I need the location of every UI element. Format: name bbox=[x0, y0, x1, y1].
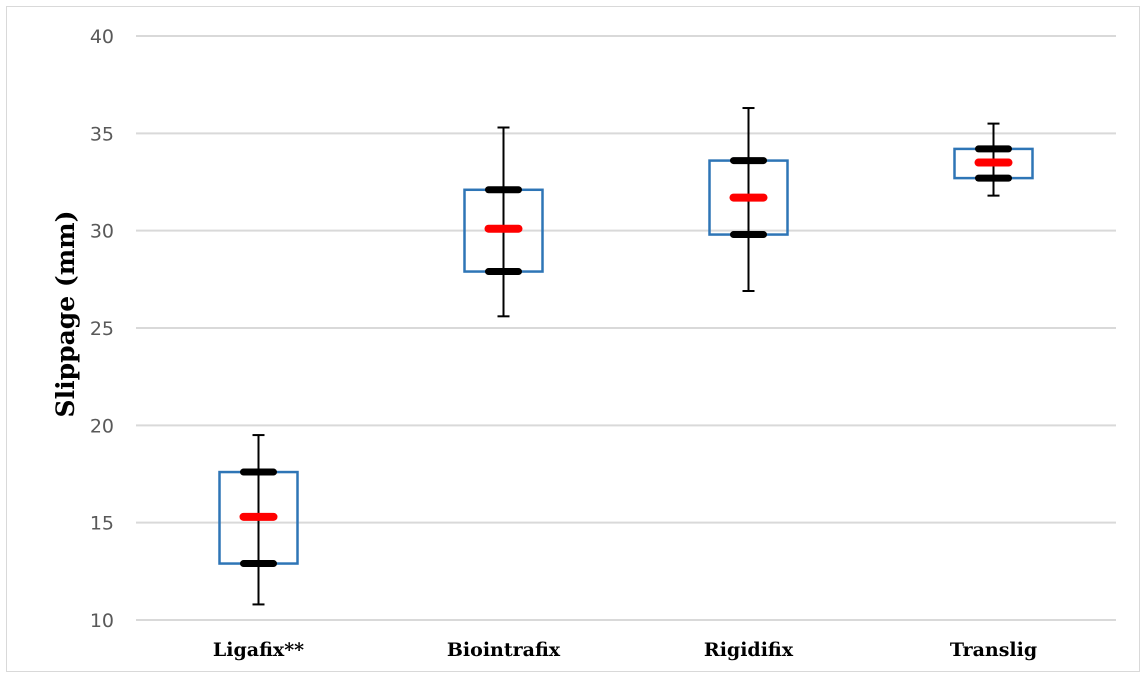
gridlines bbox=[136, 35, 1116, 621]
y-tick-label: 30 bbox=[90, 221, 114, 243]
y-tick-label: 15 bbox=[90, 513, 114, 535]
y-axis-label: Slippage (mm) bbox=[51, 211, 80, 418]
x-axis-category-labels: Ligafix** Biointrafix Rigidifix Translig bbox=[213, 639, 1037, 661]
box-3 bbox=[708, 107, 789, 293]
y-tick-label: 40 bbox=[90, 26, 114, 48]
category-label: Biointrafix bbox=[447, 639, 561, 661]
y-tick-label: 25 bbox=[90, 318, 114, 340]
box-1 bbox=[218, 434, 299, 606]
chart-frame bbox=[6, 6, 1140, 672]
y-tick-label: 35 bbox=[90, 123, 114, 145]
box-4 bbox=[953, 122, 1034, 197]
box-2 bbox=[463, 126, 544, 318]
category-label: Ligafix** bbox=[213, 639, 304, 661]
y-axis-tick-labels: 10 15 20 25 30 35 40 bbox=[90, 26, 114, 632]
category-label: Rigidifix bbox=[704, 639, 794, 661]
category-label: Translig bbox=[950, 639, 1037, 661]
y-tick-label: 20 bbox=[90, 415, 114, 437]
y-tick-label: 10 bbox=[90, 610, 114, 632]
box-series bbox=[218, 107, 1034, 606]
